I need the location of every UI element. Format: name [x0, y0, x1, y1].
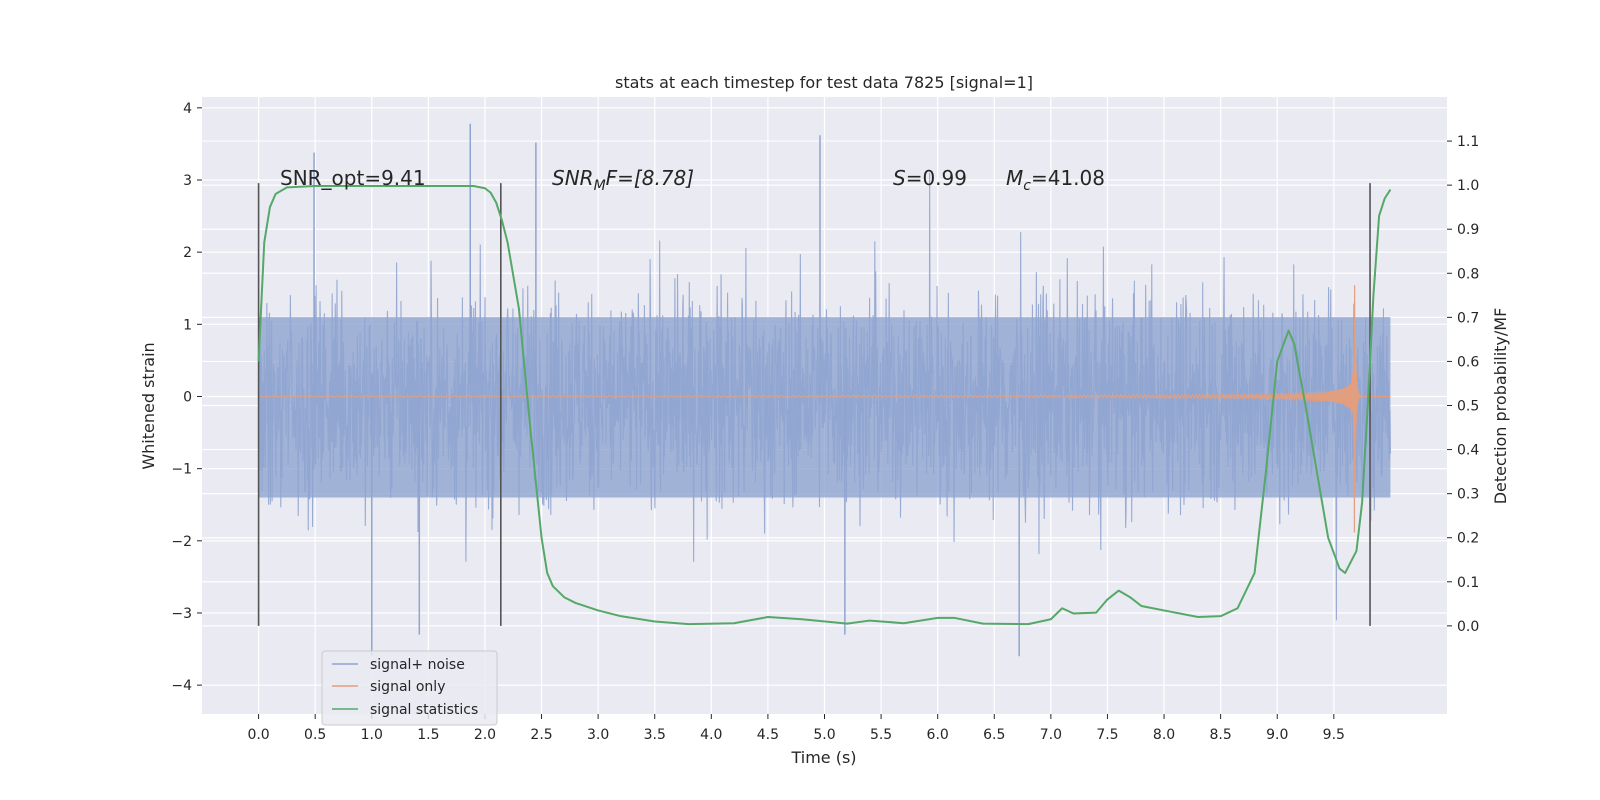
vertical-markers [257, 183, 1371, 626]
x-axis-title: Time (s) [790, 748, 856, 767]
x-tick-label: 5.5 [870, 727, 892, 743]
series-signal-only [258, 285, 1391, 533]
y-right-tick-label: 0.7 [1457, 310, 1479, 326]
y-right-tick-label: 0.0 [1457, 619, 1479, 635]
annotation-snr-opt: SNR_opt=9.41 [280, 166, 426, 190]
legend: signal+ noise signal only signal statist… [321, 650, 498, 726]
series-signal-statistics [257, 185, 1392, 626]
ticks: 0.0 0.5 1.0 1.5 2.0 2.5 3.0 3.5 4.0 4.5 5.0 5.5 6.0 6… [171, 101, 1479, 743]
annotation-snr-mf-symbol: SNR [552, 166, 594, 190]
y-axis-title: Whitened strain [139, 342, 158, 469]
y-tick-label: 3 [183, 173, 192, 189]
y-tick-label: −1 [171, 462, 192, 478]
signal-only-trace [258, 285, 1391, 533]
annotation-snr-mf-value: F=[8.78] [606, 166, 694, 190]
annotation-s-symbol: S [893, 166, 906, 190]
annotation-snr-mf-subscript: M [594, 178, 606, 194]
x-tick-label: 8.0 [1153, 727, 1175, 743]
y-right-tick-label: 0.1 [1457, 575, 1479, 591]
y-tick-label: −2 [171, 534, 192, 550]
annotation-snr-mf: SNRMF=[8.78] [552, 166, 694, 194]
noise-trace [258, 172, 1391, 621]
x-tick-label: 9.0 [1266, 727, 1288, 743]
x-tick-label: 4.0 [700, 727, 722, 743]
y-right-tick-label: 0.3 [1457, 487, 1479, 503]
y-tick-label: 1 [183, 317, 192, 333]
y-right-tick-label: 1.0 [1457, 178, 1479, 194]
x-tick-label: 9.5 [1323, 727, 1345, 743]
x-tick-label: 3.5 [644, 727, 666, 743]
x-tick-label: 4.5 [757, 727, 779, 743]
annotation-s: S=0.99 [893, 166, 967, 190]
legend-box [321, 650, 498, 726]
x-tick-label: 2.0 [474, 727, 496, 743]
annotation-s-value: =0.99 [906, 166, 967, 190]
y-right-tick-label: 0.4 [1457, 443, 1479, 459]
y-right-tick-label: 1.1 [1457, 134, 1479, 150]
x-tick-label: 6.5 [983, 727, 1005, 743]
signal-statistics-line [257, 185, 1392, 626]
annotation-mc: Mc=41.08 [1006, 166, 1105, 194]
y-right-tick-label: 0.5 [1457, 399, 1479, 415]
x-tick-label: 6.0 [927, 727, 949, 743]
y-right-tick-label: 0.9 [1457, 222, 1479, 238]
y-right-tick-label: 0.6 [1457, 354, 1479, 370]
series-signal-plus-noise [258, 123, 1391, 657]
y-right-tick-label: 0.8 [1457, 266, 1479, 282]
y-tick-label: 4 [183, 101, 192, 117]
x-tick-label: 8.5 [1210, 727, 1232, 743]
y-tick-label: 2 [183, 245, 192, 261]
y-axis-right-title: Detection probability/MF [1491, 308, 1510, 505]
y-right-tick-label: 0.2 [1457, 531, 1479, 547]
x-tick-label: 1.5 [417, 727, 439, 743]
legend-label-signal-plus-noise: signal+ noise [370, 657, 465, 673]
x-tick-label: 7.5 [1096, 727, 1118, 743]
legend-label-signal-statistics: signal statistics [370, 702, 478, 718]
x-tick-label: 5.0 [813, 727, 835, 743]
y-tick-label: 0 [183, 389, 192, 405]
annotation-mc-symbol: M [1006, 166, 1023, 190]
x-tick-label: 1.0 [361, 727, 383, 743]
annotation-mc-value: =41.08 [1031, 166, 1105, 190]
y-tick-label: −3 [171, 606, 192, 622]
legend-label-signal-only: signal only [370, 679, 445, 695]
annotation-mc-subscript: c [1023, 178, 1031, 194]
chart-title: stats at each timestep for test data 782… [615, 73, 1033, 92]
x-tick-label: 0.0 [247, 727, 269, 743]
y-tick-label: −4 [171, 678, 192, 694]
x-tick-label: 2.5 [530, 727, 552, 743]
x-tick-label: 7.0 [1040, 727, 1062, 743]
x-tick-label: 3.0 [587, 727, 609, 743]
x-tick-label: 0.5 [304, 727, 326, 743]
